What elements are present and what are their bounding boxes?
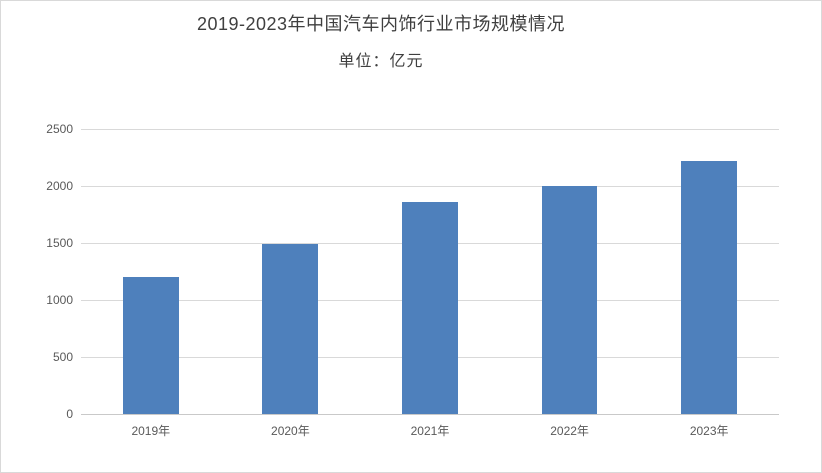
x-axis-label: 2022年 <box>550 424 589 438</box>
y-axis-tick-label: 2000 <box>46 179 73 193</box>
gridline <box>81 186 779 187</box>
bar-2019年 <box>122 277 179 414</box>
bar-column <box>500 129 640 414</box>
bar-2020年 <box>262 244 319 414</box>
x-axis-line <box>81 414 779 415</box>
y-axis-tick-label: 1000 <box>46 293 73 307</box>
x-axis-label: 2021年 <box>410 424 450 438</box>
x-axis-label: 2023年 <box>689 424 729 438</box>
plot-area: 0 500 1000 1500 2000 2500 2019年 2020年 2021年 2022… <box>46 122 779 438</box>
chart-title: 2019-2023年中国汽车内饰行业市场规模情况 <box>196 14 566 34</box>
x-axis-label: 2020年 <box>271 424 310 438</box>
bar-column <box>639 129 779 414</box>
x-axis: 2019年 2020年 2021年 2022年 2023年 <box>81 422 779 439</box>
bars-layer <box>81 129 779 414</box>
bar-2022年 <box>541 186 598 414</box>
gridline <box>81 129 779 130</box>
bar-2021年 <box>402 201 458 414</box>
bar-2023年 <box>681 160 738 414</box>
x-axis-label: 2019年 <box>131 424 171 438</box>
chart-header: 2019-2023年中国汽车内饰行业市场规模情况 单位：亿元 <box>1 11 761 75</box>
y-axis-tick-label: 500 <box>52 350 73 364</box>
bar-column <box>360 129 500 414</box>
bar-column <box>81 129 221 414</box>
y-axis-tick-label: 2500 <box>46 122 73 136</box>
bar-column <box>221 129 361 414</box>
y-axis-tick-label: 0 <box>66 407 73 421</box>
chart-subtitle: 单位：亿元 <box>338 53 424 70</box>
y-axis-tick-label: 1500 <box>46 236 73 250</box>
